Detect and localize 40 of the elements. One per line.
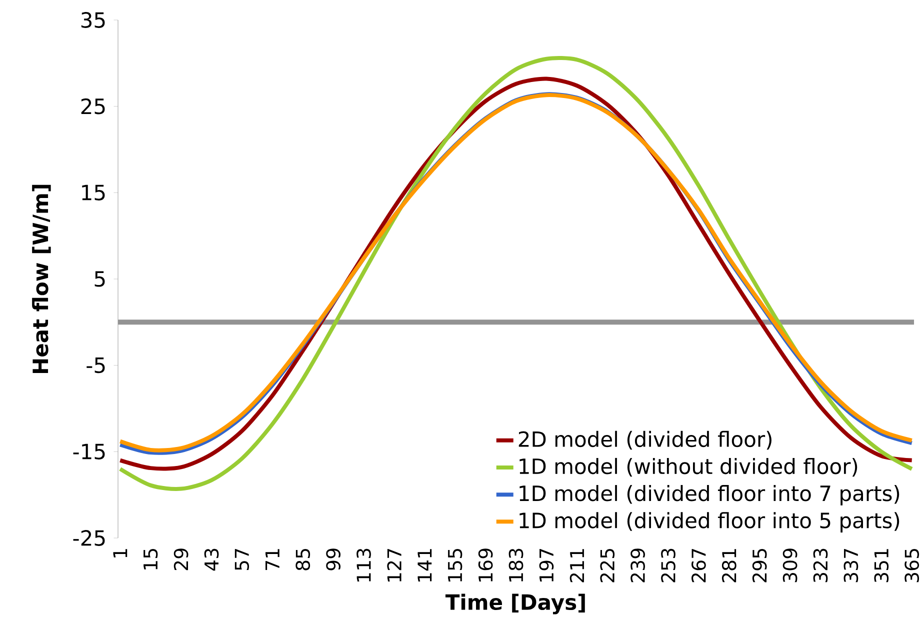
x-tick-label: 211 bbox=[570, 549, 584, 582]
legend-label: 1D model (divided floor into 7 parts) bbox=[520, 485, 900, 506]
x-tick-label: 225 bbox=[600, 549, 615, 582]
y-tick-label: -25 bbox=[73, 530, 105, 546]
y-tick-label: 25 bbox=[81, 98, 105, 114]
x-axis-title: Time [Days] bbox=[445, 594, 585, 614]
x-tick-label: 239 bbox=[630, 548, 645, 582]
y-tick-label: 5 bbox=[94, 271, 105, 287]
y-tick-label: -15 bbox=[73, 444, 105, 460]
x-tick-label: 281 bbox=[722, 549, 736, 582]
x-tick-label: 309 bbox=[782, 548, 798, 582]
x-tick-label: 295 bbox=[752, 549, 767, 582]
x-tick-label: 71 bbox=[266, 549, 280, 570]
legend-label: 1D model (without divided floor) bbox=[520, 458, 858, 477]
x-tick-label: 323 bbox=[813, 548, 828, 582]
x-tick-label: 85 bbox=[296, 548, 310, 570]
x-tick-label: 127 bbox=[387, 548, 402, 582]
x-tick-label: 99 bbox=[326, 548, 340, 570]
x-tick-label: 267 bbox=[692, 548, 706, 582]
y-axis-title: Heat flow [W/m] bbox=[32, 184, 51, 374]
x-tick-label: 253 bbox=[661, 548, 676, 582]
legend-label: 1D model (divided floor into 5 parts) bbox=[520, 512, 900, 532]
y-tick-label: 15 bbox=[82, 184, 105, 200]
y-tick-label: -5 bbox=[86, 358, 105, 374]
x-tick-label: 155 bbox=[448, 549, 462, 582]
x-tick-label: 43 bbox=[204, 548, 219, 571]
x-tick-label: 1 bbox=[113, 549, 128, 558]
x-tick-label: 29 bbox=[174, 548, 188, 570]
legend-label: 2D model (divided floor) bbox=[518, 430, 772, 450]
y-tick-label: 35 bbox=[81, 12, 105, 28]
x-tick-label: 113 bbox=[356, 548, 371, 582]
x-tick-label: 351 bbox=[874, 549, 889, 582]
x-tick-label: 169 bbox=[478, 548, 493, 582]
x-tick-label: 15 bbox=[144, 548, 158, 570]
x-tick-label: 141 bbox=[418, 549, 432, 582]
x-tick-label: 337 bbox=[844, 548, 858, 582]
x-tick-label: 57 bbox=[234, 548, 250, 570]
x-tick-label: 183 bbox=[508, 548, 524, 582]
x-tick-label: 365 bbox=[904, 549, 920, 582]
x-tick-label: 197 bbox=[539, 548, 554, 582]
